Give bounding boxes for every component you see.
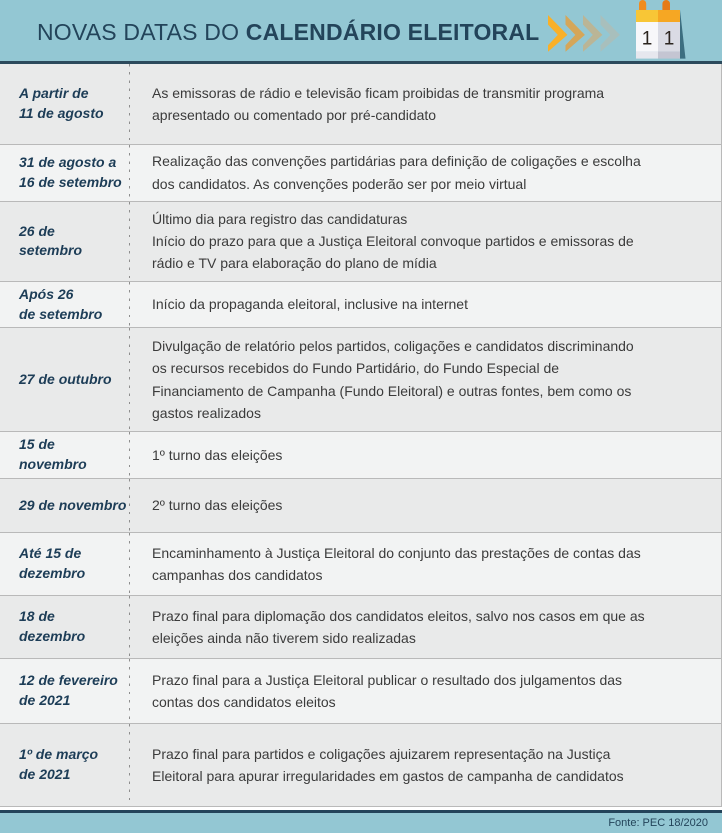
svg-text:1: 1 bbox=[642, 29, 653, 50]
svg-text:1: 1 bbox=[664, 29, 675, 50]
